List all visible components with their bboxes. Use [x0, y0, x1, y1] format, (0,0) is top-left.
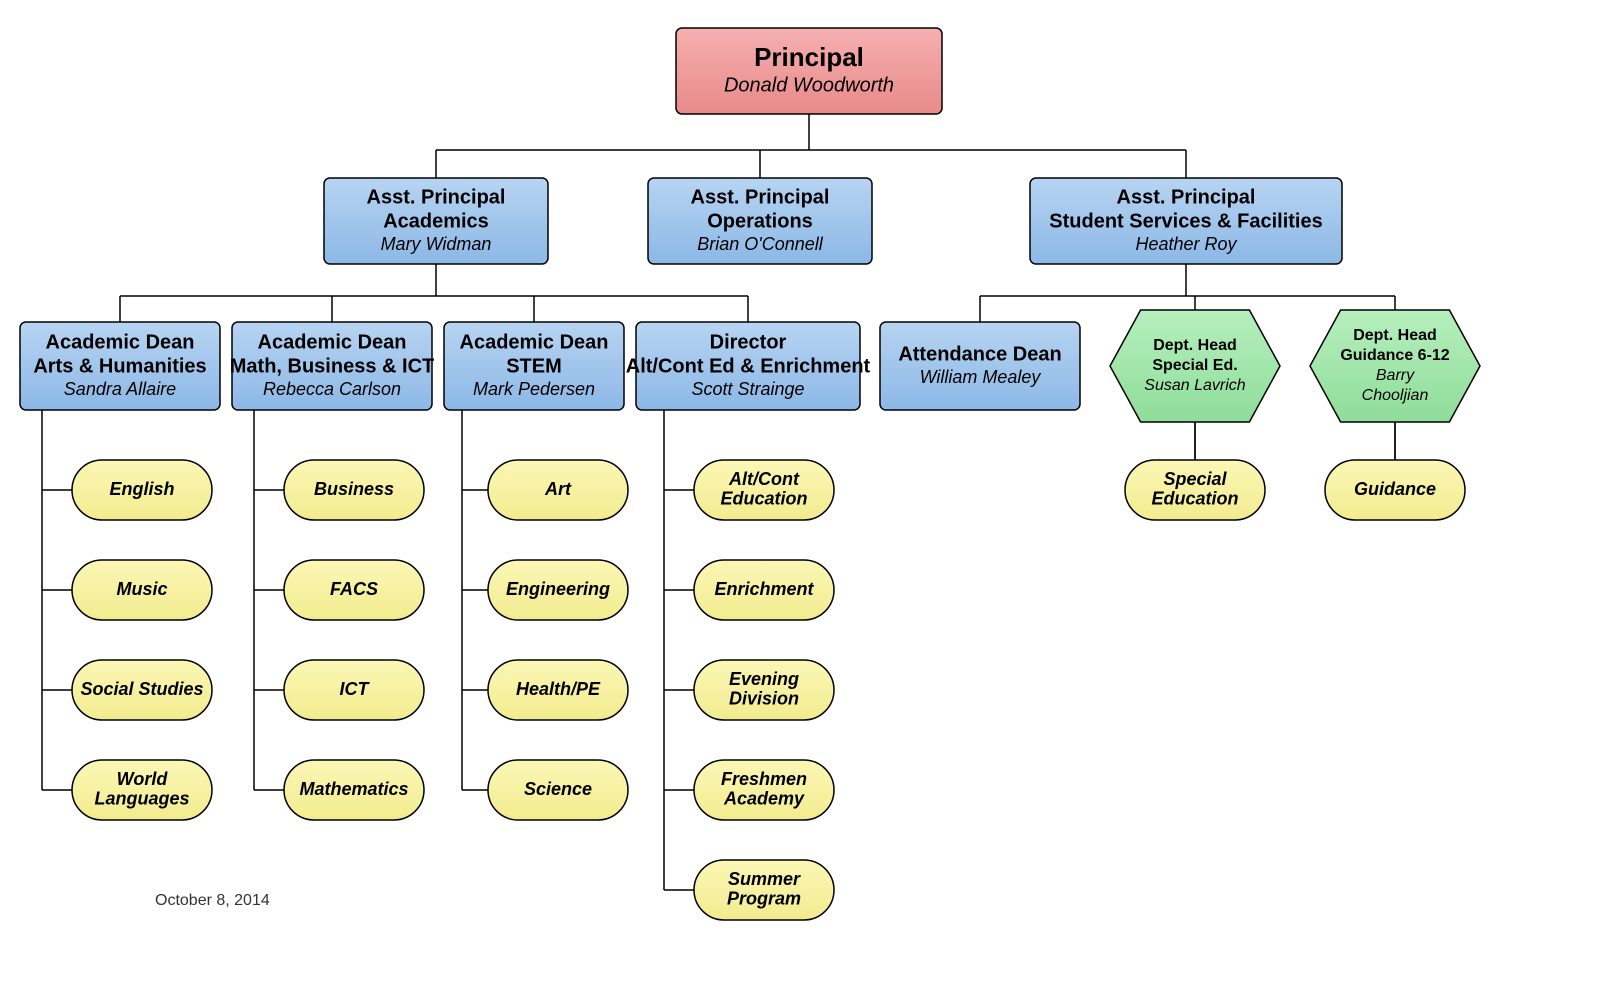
svg-text:Brian O'Connell: Brian O'Connell [697, 234, 824, 254]
svg-text:Academy: Academy [723, 789, 805, 809]
svg-text:Social Studies: Social Studies [80, 679, 203, 699]
svg-text:Principal: Principal [754, 42, 864, 72]
svg-text:Languages: Languages [94, 789, 189, 809]
svg-text:Susan Lavrich: Susan Lavrich [1144, 377, 1245, 394]
svg-text:STEM: STEM [506, 355, 562, 377]
svg-text:Arts & Humanities: Arts & Humanities [33, 355, 206, 377]
svg-text:Dept. Head: Dept. Head [1353, 327, 1437, 344]
svg-text:World: World [117, 769, 169, 789]
svg-text:Alt/Cont Ed & Enrichment: Alt/Cont Ed & Enrichment [626, 355, 871, 377]
svg-text:Summer: Summer [728, 869, 801, 889]
svg-text:Engineering: Engineering [506, 579, 610, 599]
svg-text:Academic Dean: Academic Dean [46, 331, 195, 353]
svg-text:Donald Woodworth: Donald Woodworth [724, 74, 894, 96]
svg-text:Program: Program [727, 889, 801, 909]
svg-text:Barry: Barry [1376, 367, 1415, 384]
svg-text:Heather Roy: Heather Roy [1135, 234, 1237, 254]
svg-text:Math, Business & ICT: Math, Business & ICT [230, 355, 434, 377]
svg-text:Special Ed.: Special Ed. [1152, 357, 1237, 374]
svg-text:Business: Business [314, 479, 394, 499]
svg-text:Enrichment: Enrichment [714, 579, 814, 599]
svg-text:Division: Division [729, 689, 799, 709]
svg-text:Mark Pedersen: Mark Pedersen [473, 379, 595, 399]
svg-text:Academics: Academics [383, 210, 489, 232]
svg-text:Director: Director [710, 331, 787, 353]
svg-text:Academic Dean: Academic Dean [460, 331, 609, 353]
svg-text:FACS: FACS [330, 579, 378, 599]
svg-text:Music: Music [116, 579, 167, 599]
svg-text:Guidance: Guidance [1354, 479, 1436, 499]
svg-text:ICT: ICT [340, 679, 371, 699]
svg-text:William Mealey: William Mealey [920, 367, 1042, 387]
svg-text:Rebecca Carlson: Rebecca Carlson [263, 379, 401, 399]
svg-text:Dept. Head: Dept. Head [1153, 337, 1237, 354]
svg-text:Education: Education [720, 489, 807, 509]
svg-text:English: English [109, 479, 174, 499]
svg-text:Mary Widman: Mary Widman [381, 234, 492, 254]
svg-text:Asst. Principal: Asst. Principal [691, 186, 830, 208]
svg-text:Alt/Cont: Alt/Cont [728, 469, 800, 489]
svg-text:Student Services & Facilities: Student Services & Facilities [1049, 210, 1322, 232]
svg-text:Asst. Principal: Asst. Principal [367, 186, 506, 208]
svg-text:Chooljian: Chooljian [1362, 387, 1429, 404]
svg-text:Asst. Principal: Asst. Principal [1117, 186, 1256, 208]
svg-text:Art: Art [544, 479, 572, 499]
svg-text:Attendance Dean: Attendance Dean [898, 343, 1061, 365]
svg-text:Guidance 6-12: Guidance 6-12 [1340, 347, 1449, 364]
svg-text:Freshmen: Freshmen [721, 769, 807, 789]
svg-text:Academic Dean: Academic Dean [258, 331, 407, 353]
node-layer: PrincipalDonald Woodworth Asst. Principal… [20, 28, 1480, 920]
svg-text:Special: Special [1163, 469, 1227, 489]
svg-text:Sandra Allaire: Sandra Allaire [64, 379, 176, 399]
svg-text:Health/PE: Health/PE [516, 679, 601, 699]
svg-text:Operations: Operations [707, 210, 813, 232]
org-chart: PrincipalDonald Woodworth Asst. Principal… [0, 0, 1616, 982]
svg-text:Evening: Evening [729, 669, 799, 689]
svg-text:Education: Education [1151, 489, 1238, 509]
svg-text:Mathematics: Mathematics [299, 779, 408, 799]
svg-text:Scott Strainge: Scott Strainge [691, 379, 804, 399]
date-label: October 8, 2014 [155, 892, 270, 909]
svg-text:Science: Science [524, 779, 592, 799]
